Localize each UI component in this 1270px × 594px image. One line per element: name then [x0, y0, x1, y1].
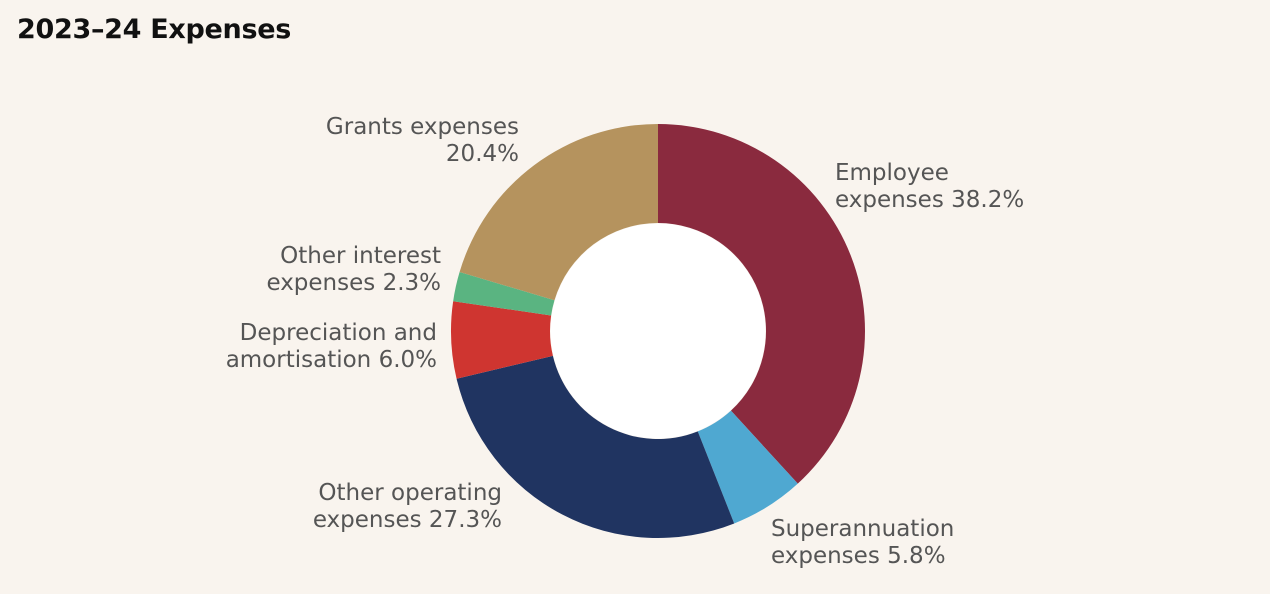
labels-layer: Employee expenses 38.2%Superannuation expe… — [226, 114, 1025, 569]
label-line: Other operating — [318, 480, 502, 506]
label-line: expenses 38.2% — [835, 187, 1024, 213]
label-superannuation-expenses: Superannuation expenses 5.8% — [771, 516, 954, 569]
slice-employee-expenses — [658, 124, 866, 484]
label-other-interest-expenses: Other interest expenses 2.3% — [266, 243, 441, 296]
slices-layer — [450, 124, 866, 539]
label-line: Depreciation and — [240, 320, 437, 346]
label-line: Employee — [835, 160, 949, 186]
label-line: Grants expenses — [326, 114, 519, 140]
label-line: 20.4% — [446, 141, 519, 167]
slice-superannuation-expenses — [697, 410, 798, 524]
slice-grants-expenses — [459, 124, 658, 301]
slice-other-interest-expenses — [453, 272, 555, 316]
label-line: Superannuation — [771, 516, 954, 542]
donut-hole — [550, 223, 766, 439]
label-line: Other interest — [280, 243, 441, 269]
label-line: expenses 5.8% — [771, 543, 946, 569]
chart-title: 2023–24 Expenses — [17, 14, 291, 45]
label-line: expenses 2.3% — [266, 270, 441, 296]
label-line: expenses 27.3% — [313, 507, 502, 533]
label-grants-expenses: Grants expenses 20.4% — [326, 114, 519, 167]
slice-other-operating-expenses — [456, 355, 735, 539]
slice-depreciation-and-amortisation — [450, 301, 553, 379]
label-line: amortisation 6.0% — [226, 347, 437, 373]
label-other-operating-expenses: Other operating expenses 27.3% — [313, 480, 502, 533]
label-employee-expenses: Employee expenses 38.2% — [835, 160, 1024, 213]
label-depreciation-and-amortisation: Depreciation and amortisation 6.0% — [226, 320, 437, 373]
